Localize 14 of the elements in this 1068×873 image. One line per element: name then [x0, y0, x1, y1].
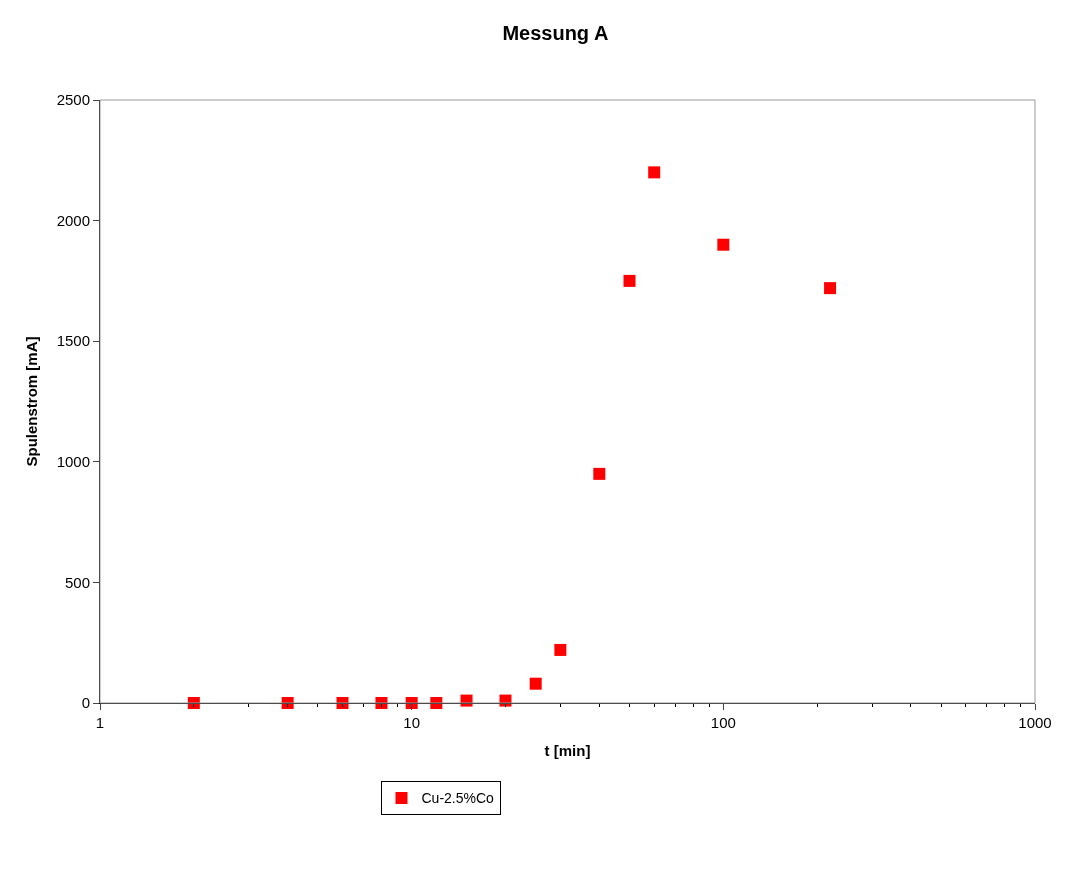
- y-tick-label: 2500: [56, 91, 90, 109]
- x-tick-label: 10: [403, 714, 421, 731]
- y-axis-title: Spulenstrom [mA]: [22, 336, 40, 467]
- y-tick-label: 1500: [56, 332, 90, 350]
- x-tick-label: 1000: [1018, 714, 1052, 731]
- y-tick-label: 0: [81, 694, 90, 712]
- x-tick-label: 1: [95, 714, 105, 731]
- x-axis-title: t [min]: [544, 742, 591, 759]
- x-tick-label: 100: [710, 714, 736, 731]
- y-tick-label: 1000: [56, 453, 90, 471]
- y-tick-label: 500: [64, 573, 90, 591]
- legend-label: Cu-2.5%Co: [421, 790, 495, 807]
- chart-title: Messung A: [502, 22, 609, 45]
- y-tick-label: 2000: [56, 211, 90, 229]
